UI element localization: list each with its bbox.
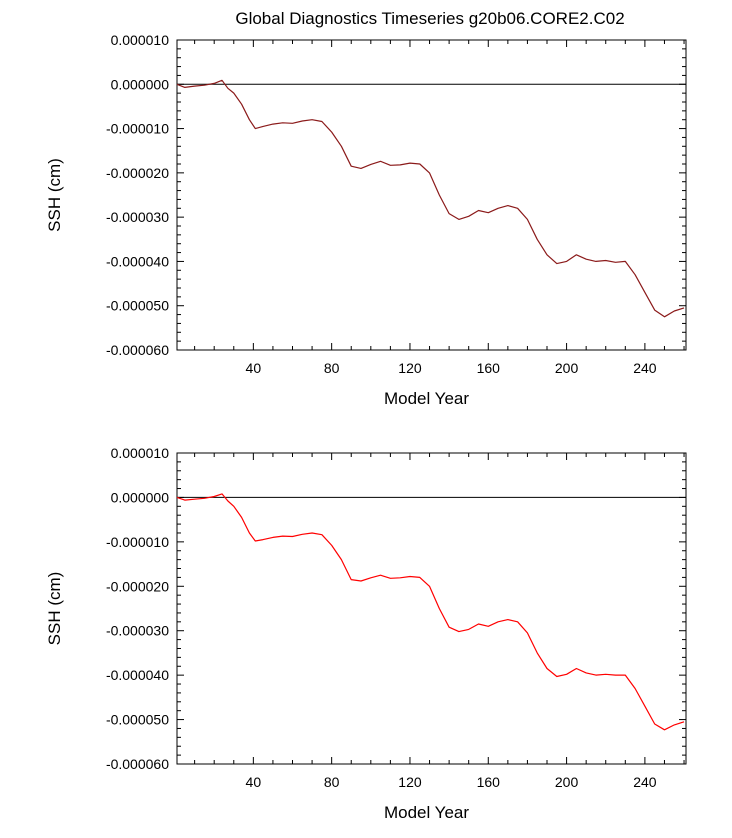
y-tick-label: -0.000060 [106, 756, 169, 772]
y-tick-label: -0.000020 [106, 578, 169, 594]
x-tick-label: 120 [398, 774, 422, 790]
y-tick-label: -0.000040 [106, 667, 169, 683]
y-axis-label: SSH (cm) [45, 158, 64, 232]
x-tick-label: 40 [246, 360, 262, 376]
y-tick-label: -0.000060 [106, 342, 169, 358]
y-axis-label: SSH (cm) [45, 572, 64, 646]
figure-title: Global Diagnostics Timeseries g20b06.COR… [235, 9, 624, 28]
y-tick-label: -0.000010 [106, 534, 169, 550]
x-tick-label: 120 [398, 360, 422, 376]
x-tick-label: 240 [633, 774, 657, 790]
y-tick-label: 0.000000 [111, 489, 170, 505]
x-axis-label: Model Year [384, 389, 469, 408]
plot-top: 0.000010 0.000000 -0.000010 -0.000020 -0.000… [45, 32, 687, 408]
x-axis-label: Model Year [384, 803, 469, 822]
x-tick-label: 160 [477, 360, 501, 376]
x-tick-label: 160 [477, 774, 501, 790]
y-tick-label: -0.000020 [106, 165, 169, 181]
y-tick-label: -0.000030 [106, 623, 169, 639]
series-line [176, 493, 685, 731]
x-tick-label: 200 [555, 360, 579, 376]
x-tick-label: 240 [633, 360, 657, 376]
plot-frame [176, 452, 687, 765]
y-tick-label: -0.000040 [106, 253, 169, 269]
y-tick-label: -0.000050 [106, 712, 169, 728]
plot-frame [176, 39, 687, 351]
plot-bottom: 0.000010 0.000000 -0.000010 -0.000020 -0.000… [45, 445, 687, 822]
y-tick-label: -0.000030 [106, 209, 169, 225]
y-tick-label: 0.000010 [111, 32, 170, 48]
x-tick-label: 40 [246, 774, 262, 790]
y-tick-label: 0.000010 [111, 445, 170, 461]
x-tick-label: 80 [324, 774, 340, 790]
y-tick-label: -0.000050 [106, 298, 169, 314]
series-line [176, 79, 685, 318]
x-tick-label: 80 [324, 360, 340, 376]
y-tick-label: 0.000000 [111, 76, 170, 92]
y-tick-label: -0.000010 [106, 121, 169, 137]
x-tick-label: 200 [555, 774, 579, 790]
